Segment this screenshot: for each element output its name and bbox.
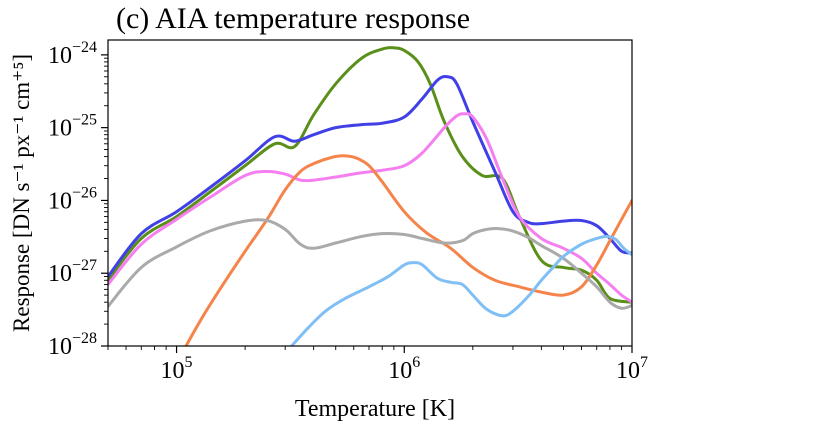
x-axis-ticks: 105 106 107 <box>107 346 648 384</box>
x-tick-label: 105 <box>161 354 193 384</box>
series-line-4 <box>184 154 632 346</box>
series-layer <box>108 46 632 346</box>
y-axis-ticks: 10−28 10−27 10−26 10−25 10−24 <box>48 39 108 360</box>
y-tick-label: 10−27 <box>48 257 97 287</box>
x-axis-label: Temperature [K] <box>295 396 455 422</box>
plot-frame <box>107 39 633 347</box>
series-line-1 <box>108 46 632 304</box>
series-line-2 <box>108 75 632 279</box>
y-tick-label: 10−28 <box>48 330 97 360</box>
x-tick-label: 106 <box>388 354 420 384</box>
chart-title: (c) AIA temperature response <box>116 2 470 35</box>
series-line-5 <box>108 218 632 310</box>
x-tick-label: 107 <box>616 354 648 384</box>
series-line-3 <box>108 112 632 304</box>
y-axis-label: Response [DN s⁻¹ px⁻¹ cm⁺⁵] <box>9 54 34 332</box>
y-tick-label: 10−24 <box>48 39 97 69</box>
y-tick-label: 10−26 <box>48 184 97 214</box>
series-line-6 <box>290 234 632 346</box>
y-tick-label: 10−25 <box>48 112 97 142</box>
